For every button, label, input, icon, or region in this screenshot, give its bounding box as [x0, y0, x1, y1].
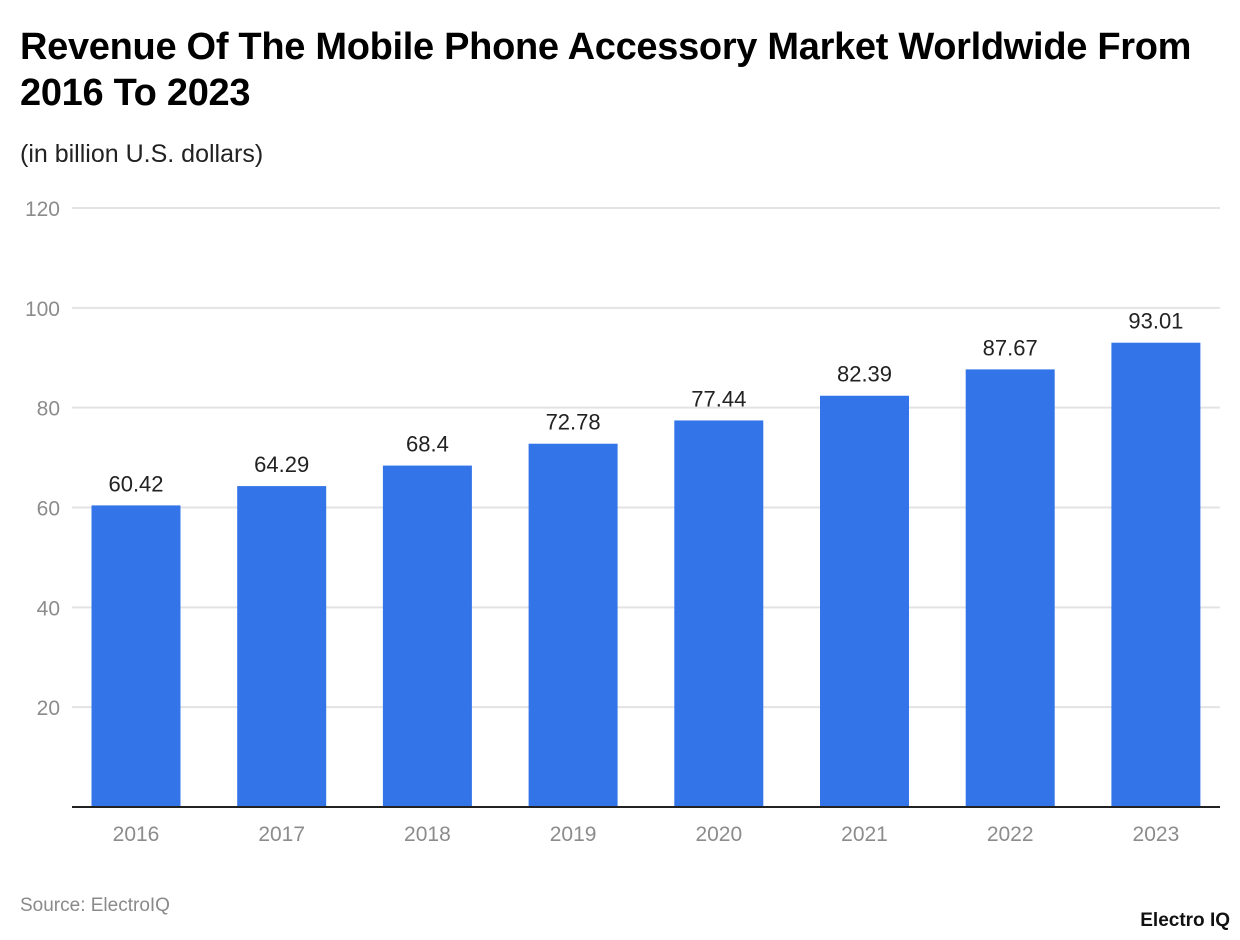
data-label: 72.78	[546, 410, 601, 435]
data-label: 68.4	[406, 432, 449, 457]
bar-2017	[237, 486, 327, 807]
data-label: 82.39	[837, 362, 892, 387]
bar-2023	[1111, 342, 1201, 807]
y-tick-label: 40	[37, 597, 60, 620]
electroiq-logo: Electro IQ	[1140, 910, 1230, 931]
source-note: Source: ElectroIQ	[20, 895, 170, 916]
chart-subtitle: (in billion U.S. dollars)	[20, 140, 264, 168]
x-tick-label: 2020	[695, 823, 742, 846]
x-tick-label: 2019	[550, 823, 597, 846]
x-tick-label: 2023	[1133, 823, 1180, 846]
bar-2018	[382, 465, 472, 807]
y-tick-label: 60	[37, 498, 60, 521]
data-label: 77.44	[691, 386, 746, 411]
chart-title: Revenue Of The Mobile Phone Accessory Ma…	[20, 26, 1192, 114]
y-tick-label: 100	[25, 298, 60, 321]
data-label: 87.67	[983, 335, 1038, 360]
x-tick-label: 2021	[841, 823, 888, 846]
y-tick-label: 80	[37, 398, 60, 421]
bar-2019	[528, 443, 618, 807]
bar-2022	[965, 369, 1055, 807]
data-label: 60.42	[108, 471, 163, 496]
data-label: 93.01	[1128, 309, 1183, 334]
bar-2016	[91, 505, 181, 807]
y-tick-label: 120	[25, 198, 60, 221]
x-tick-label: 2017	[258, 823, 305, 846]
x-tick-label: 2022	[987, 823, 1034, 846]
y-tick-label: 20	[37, 697, 60, 720]
bar-2020	[674, 420, 764, 807]
x-tick-label: 2016	[113, 823, 160, 846]
bar-2021	[820, 395, 909, 807]
x-tick-label: 2018	[404, 823, 451, 846]
data-label: 64.29	[254, 452, 309, 477]
